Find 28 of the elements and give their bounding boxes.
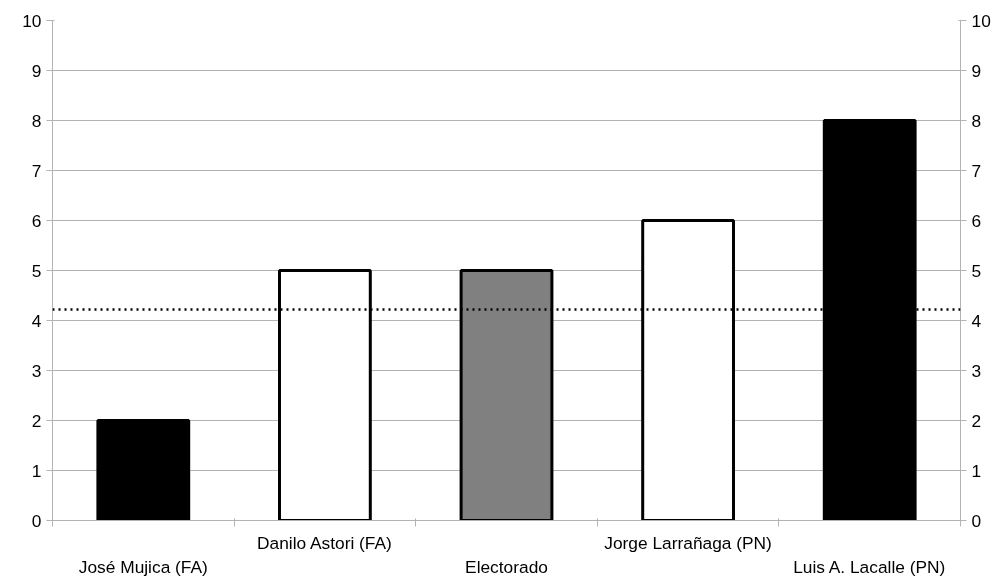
y2-tick-label: 10 [971, 10, 991, 31]
y2-tick-label: 2 [971, 410, 982, 431]
y2-tick-label: 7 [971, 160, 982, 181]
bar [96, 419, 191, 521]
y2-tick-label: 9 [971, 60, 982, 81]
y-tick-label: 4 [31, 310, 42, 331]
y-tick-label: 1 [31, 460, 42, 481]
y-tick-label: 8 [31, 110, 42, 131]
y-tick-label: 9 [31, 60, 42, 81]
y2-tick-label: 5 [971, 260, 982, 281]
y-tick-label: 5 [31, 260, 42, 281]
y-tick-label: 2 [31, 410, 42, 431]
y-tick-label: 0 [31, 510, 42, 531]
x-tick-label: Electorado [465, 556, 548, 577]
x-tick-label: Danilo Astori (FA) [257, 532, 392, 553]
y2-tick-label: 3 [971, 360, 982, 381]
y-tick-label: 10 [22, 10, 42, 31]
x-tick-label: Luis A. Lacalle (PN) [793, 556, 946, 577]
y2-tick-label: 6 [971, 210, 982, 231]
y-tick-label: 3 [31, 360, 42, 381]
y-tick-label: 7 [31, 160, 42, 181]
y2-tick-label: 4 [971, 310, 982, 331]
y2-tick-label: 8 [971, 110, 982, 131]
y2-tick-label: 0 [971, 510, 982, 531]
x-tick-label: Jorge Larrañaga (PN) [604, 532, 772, 553]
x-tick-label: José Mujica (FA) [78, 556, 208, 577]
y-tick-label: 6 [31, 210, 42, 231]
y2-tick-label: 1 [971, 460, 982, 481]
